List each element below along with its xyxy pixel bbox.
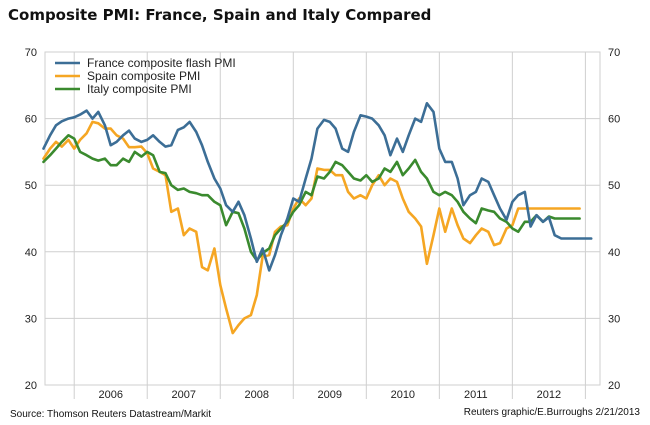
y-tick-label-right: 40 — [608, 247, 620, 259]
x-tick-label: 2012 — [537, 389, 561, 401]
y-tick-label-left: 20 — [25, 380, 37, 392]
y-tick-label-left: 60 — [25, 114, 37, 126]
x-axis-ticks: 2006 2007 2008 2009 2010 2011 2012 — [98, 389, 561, 401]
x-tick-label: 2010 — [391, 389, 415, 401]
x-tick-label: 2008 — [245, 389, 269, 401]
y-tick-label-left: 50 — [25, 180, 37, 192]
series-line-0 — [42, 102, 593, 272]
legend-label: France composite flash PMI — [87, 56, 236, 70]
source-note: Source: Thomson Reuters Datastream/Marki… — [10, 409, 212, 420]
legend-label: Italy composite PMI — [87, 82, 192, 96]
y-tick-label-left: 30 — [25, 313, 37, 325]
y-tick-label-right: 30 — [608, 313, 620, 325]
y-tick-label-left: 40 — [25, 247, 37, 259]
series-lines — [42, 102, 593, 335]
y-tick-label-right: 50 — [608, 180, 620, 192]
axes — [44, 51, 601, 386]
x-tick-label: 2009 — [318, 389, 342, 401]
x-tick-label: 2011 — [464, 389, 488, 401]
series-line-2 — [42, 134, 581, 262]
chart-title: Composite PMI: France, Spain and Italy C… — [8, 6, 432, 24]
credit-note: Reuters graphic/E.Burroughs 2/21/2013 — [463, 407, 640, 418]
legend-label: Spain composite PMI — [87, 69, 200, 83]
y-tick-label-right: 70 — [608, 47, 620, 59]
y-tick-label-left: 70 — [25, 47, 37, 59]
y-tick-label-right: 20 — [608, 380, 620, 392]
x-tick-label: 2006 — [98, 389, 122, 401]
series-line-1 — [42, 120, 581, 335]
y-axis-right-ticks: 20 30 40 50 60 70 — [608, 47, 620, 392]
x-tick-label: 2007 — [172, 389, 196, 401]
y-tick-label-right: 60 — [608, 114, 620, 126]
plot-frame — [44, 51, 601, 386]
gridlines — [45, 51, 600, 399]
y-axis-left-ticks: 20 30 40 50 60 70 — [25, 47, 37, 392]
